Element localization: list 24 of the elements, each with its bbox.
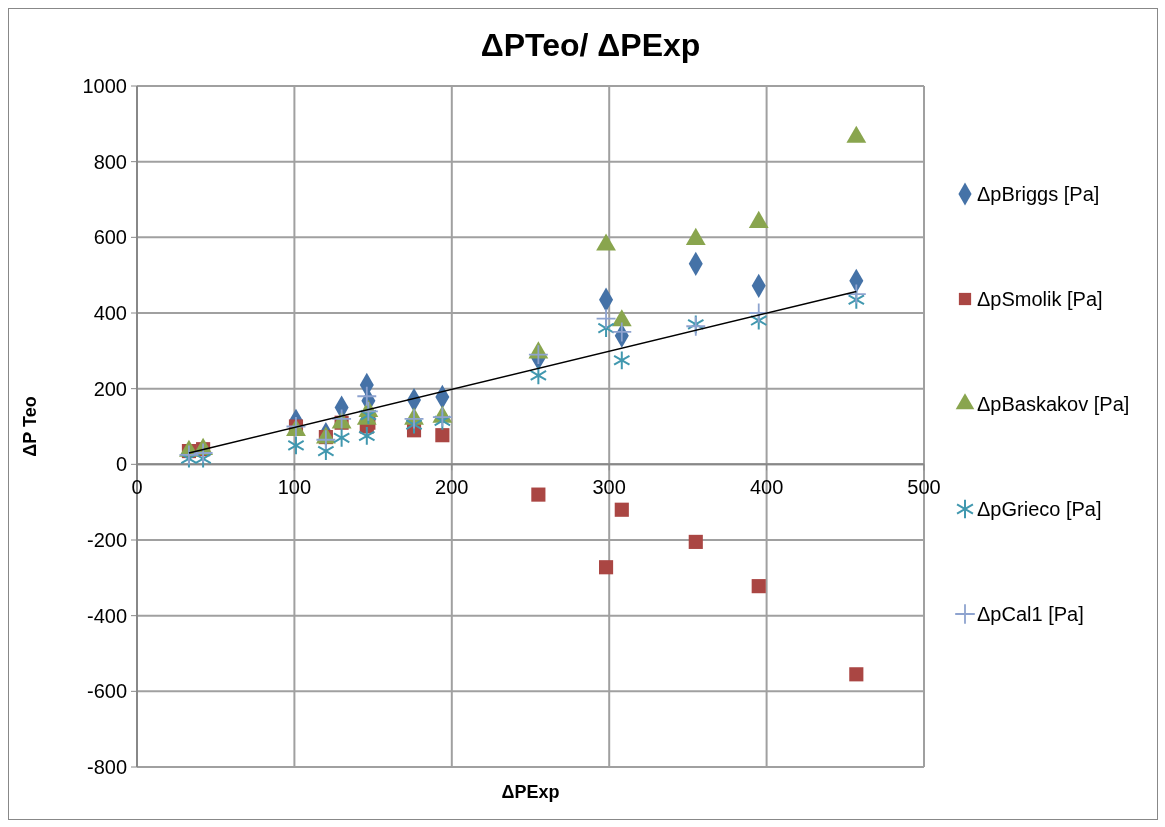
y-tick-label: -400 — [86, 604, 127, 627]
legend-label: ΔpSmolik [Pa] — [977, 288, 1103, 310]
x-tick-label: 100 — [277, 476, 312, 499]
y-tick-label: -200 — [86, 529, 127, 551]
y-tick-label: 400 — [93, 302, 127, 324]
x-tick-label: 300 — [592, 476, 626, 499]
y-tick-label: -600 — [86, 680, 127, 703]
x-tick-label: 0 — [131, 476, 143, 499]
chart-title: ΔPTeo/ ΔPExp — [480, 27, 701, 63]
y-tick-label: 0 — [115, 453, 127, 476]
x-tick-label: 400 — [749, 476, 784, 499]
x-tick-label: 200 — [435, 476, 469, 499]
y-tick-label: 200 — [93, 377, 127, 400]
x-axis-title: ΔPExp — [501, 782, 560, 802]
y-tick-label: 800 — [93, 150, 127, 173]
legend-label: ΔpGrieco [Pa] — [977, 498, 1102, 520]
y-tick-label: 600 — [93, 226, 127, 249]
legend-label: ΔpBaskakov [Pa] — [977, 393, 1130, 415]
y-axis-title: ΔP Teo — [20, 396, 40, 457]
legend-label: ΔpCal1 [Pa] — [977, 603, 1084, 625]
x-tick-label: 500 — [907, 476, 941, 499]
legend-label: ΔpBriggs [Pa] — [977, 183, 1100, 205]
y-tick-label: 1000 — [82, 75, 127, 97]
y-tick-label: -800 — [86, 756, 127, 778]
